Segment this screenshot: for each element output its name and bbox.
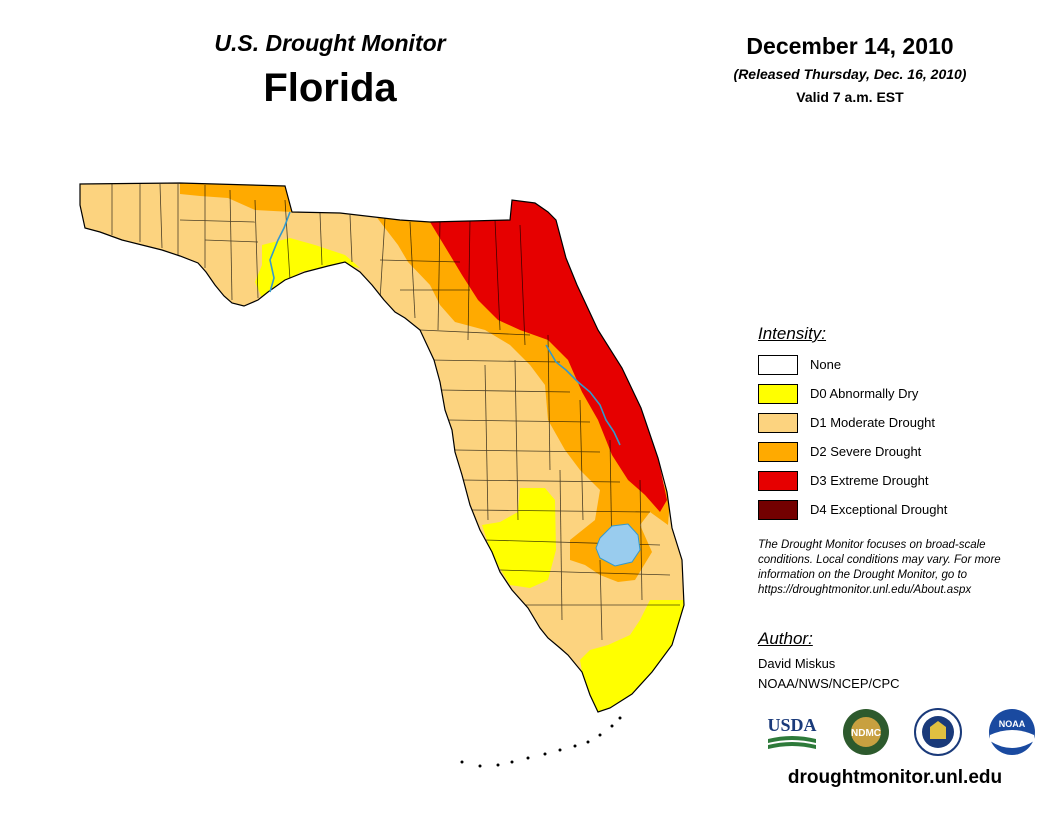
legend-label-d4: D4 Exceptional Drought	[810, 502, 948, 517]
river-st-johns	[545, 344, 621, 446]
d0-south	[580, 600, 684, 712]
d2-panhandle-north	[180, 183, 300, 212]
florida-drought-map	[79, 182, 685, 768]
note-line-2: conditions. Local conditions may vary. F…	[758, 554, 1001, 566]
legend-label-none: None	[810, 357, 842, 372]
noaa-logo[interactable]: NOAA	[984, 707, 1040, 757]
note-line-3: information on the Drought Monitor, go t…	[758, 569, 968, 581]
d3-region	[430, 200, 667, 512]
legend-swatch-d3	[758, 471, 798, 491]
legend-label-d1: D1 Moderate Drought	[810, 415, 936, 430]
florida-outline	[79, 182, 685, 713]
legend-swatch-d4	[758, 500, 798, 520]
florida-keys	[460, 716, 622, 768]
lake-okeechobee	[595, 523, 641, 567]
author-name: David Miskus	[758, 656, 836, 671]
disclaimer-note: The Drought Monitor focuses on broad-sca…	[758, 538, 1048, 598]
map-subtitle: U.S. Drought Monitor	[214, 30, 446, 56]
legend-title: Intensity:	[758, 324, 827, 343]
d0-southwest	[482, 488, 556, 588]
author-org: NOAA/NWS/NCEP/CPC	[758, 676, 900, 691]
release-date: (Released Thursday, Dec. 16, 2010)	[733, 66, 967, 82]
note-line-4[interactable]: https://droughtmonitor.unl.edu/About.asp…	[758, 584, 972, 596]
legend-label-d3: D3 Extreme Drought	[810, 473, 929, 488]
note-line-1: The Drought Monitor focuses on broad-sca…	[758, 539, 986, 551]
legend-swatch-d2	[758, 442, 798, 462]
author-title: Author:	[758, 629, 813, 648]
legend-swatch-d1	[758, 413, 798, 433]
usda-logo-text: USDA	[767, 715, 816, 735]
d2-band	[375, 215, 670, 582]
legend-swatch-none	[758, 355, 798, 375]
noaa-logo-text: NOAA	[999, 719, 1026, 729]
county-lines	[111, 183, 680, 641]
map-land	[80, 183, 684, 712]
usda-logo[interactable]: USDA	[764, 707, 820, 757]
river-apalachicola	[269, 211, 291, 293]
ndmc-logo[interactable]: NDMC	[838, 707, 894, 757]
map-date: December 14, 2010	[746, 33, 954, 59]
valid-time: Valid 7 a.m. EST	[796, 89, 904, 105]
map-title: Florida	[263, 66, 397, 110]
site-url-link[interactable]: droughtmonitor.unl.edu	[787, 767, 1003, 788]
legend-label-d2: D2 Severe Drought	[810, 444, 922, 459]
legend-swatch-d0	[758, 384, 798, 404]
commerce-seal-logo[interactable]	[910, 707, 966, 757]
ndmc-logo-text: NDMC	[851, 728, 881, 739]
legend-label-d0: D0 Abnormally Dry	[810, 386, 919, 401]
